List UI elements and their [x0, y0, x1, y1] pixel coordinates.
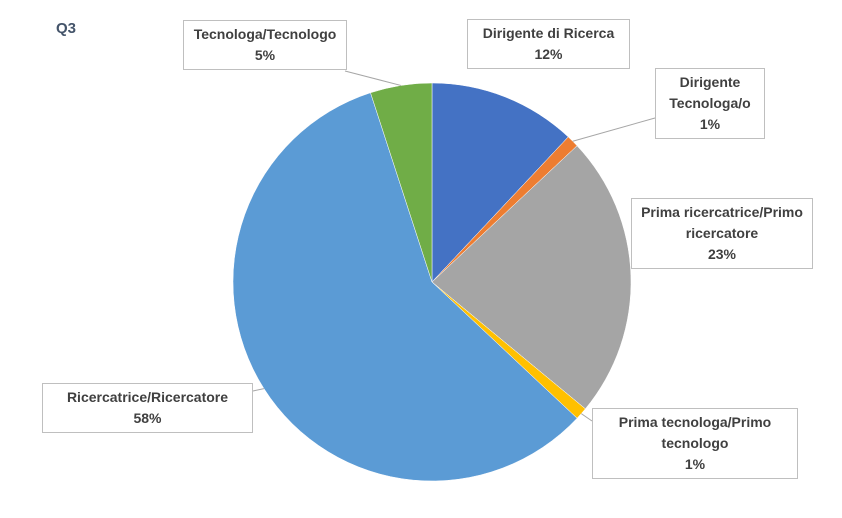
data-label-category: Ricercatrice/Ricercatore	[66, 389, 229, 405]
data-label-value: 23%	[707, 246, 737, 262]
leader-line	[252, 388, 265, 392]
data-label: Dirigente Tecnologa/o 1%	[655, 68, 765, 139]
pie-slice	[431, 145, 632, 410]
data-label: Prima tecnologa/Primo tecnologo 1%	[592, 408, 798, 479]
data-label: Dirigente di Ricerca 12%	[467, 19, 630, 69]
data-label-category: Prima tecnologa/Primo tecnologo	[618, 414, 772, 451]
data-label-category: Tecnologa/Tecnologo	[193, 26, 337, 42]
pie-slice	[370, 82, 433, 283]
data-label-value: 1%	[684, 456, 706, 472]
data-label-value: 1%	[699, 116, 721, 132]
pie-slice	[431, 82, 569, 283]
pie-slice	[232, 92, 578, 482]
data-label-category: Dirigente di Ricerca	[482, 25, 615, 41]
chart-title: Q3	[56, 20, 77, 37]
data-label-category: Dirigente Tecnologa/o	[669, 74, 751, 111]
data-label: Ricercatrice/Ricercatore 58%	[42, 383, 253, 433]
data-label-category: Prima ricercatrice/Primo ricercatore	[641, 204, 803, 241]
leader-line	[344, 70, 401, 86]
data-label: Prima ricercatrice/Primo ricercatore 23%	[631, 198, 813, 269]
data-label-value: 58%	[133, 410, 162, 426]
data-label-value: 5%	[254, 47, 276, 63]
data-label-value: 12%	[534, 46, 563, 62]
leader-line	[580, 413, 593, 422]
leader-line	[572, 117, 656, 142]
data-label: Tecnologa/Tecnologo 5%	[183, 20, 347, 70]
